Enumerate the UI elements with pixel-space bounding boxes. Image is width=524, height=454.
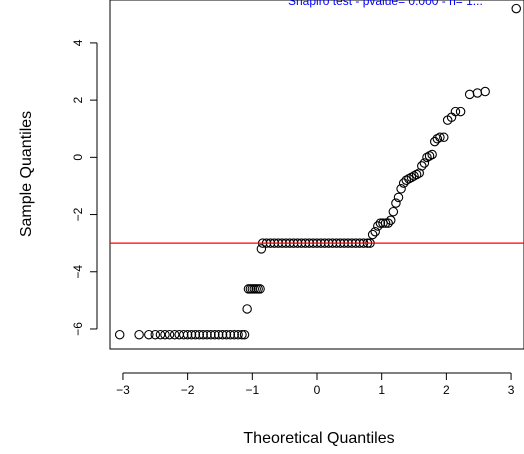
data-point (393, 192, 404, 203)
data-point (404, 174, 414, 184)
data-point (229, 329, 239, 340)
y-tick-label: −4 (71, 265, 85, 279)
data-point (182, 329, 193, 340)
data-point (383, 218, 393, 228)
data-point (256, 244, 267, 254)
data-point (439, 132, 449, 143)
data-point (233, 329, 243, 340)
data-point (213, 329, 224, 340)
data-point (144, 329, 154, 340)
x-tick-label: −1 (245, 383, 259, 397)
data-point (190, 329, 201, 340)
y-tick-label: 0 (71, 154, 85, 161)
x-tick-label: 2 (443, 383, 450, 397)
data-point (164, 329, 175, 340)
data-point (427, 149, 437, 160)
data-point (422, 152, 432, 163)
data-point (178, 329, 189, 340)
data-point (388, 206, 399, 217)
data-point (206, 329, 216, 340)
data-point (255, 284, 265, 294)
data-point (411, 169, 422, 180)
data-point (169, 329, 180, 340)
plot-frame (109, 0, 524, 350)
data-point (237, 329, 247, 340)
data-point (391, 198, 401, 208)
data-point (480, 86, 490, 97)
data-point (409, 171, 419, 181)
data-point (370, 226, 380, 237)
data-point (417, 161, 427, 171)
x-tick-label: 3 (508, 383, 515, 397)
data-point (239, 329, 250, 340)
data-point (401, 175, 412, 185)
x-tick-label: −2 (181, 383, 195, 397)
x-axis-title: Theoretical Quantiles (243, 430, 394, 447)
x-tick-label: 0 (314, 383, 321, 397)
data-point (367, 229, 378, 240)
data-point (385, 215, 396, 226)
y-tick-label: 2 (71, 96, 85, 103)
data-point (134, 329, 144, 340)
data-points (114, 3, 521, 340)
data-point (511, 3, 521, 14)
axes: −3 −2 −1 0 1 2 3 −6 −4 −2 0 2 4 (71, 0, 524, 397)
data-point (432, 133, 443, 144)
data-point (150, 329, 161, 340)
x-tick-label: −3 (116, 383, 130, 397)
y-axis-title: Sample Quantiles (18, 111, 35, 237)
data-point (455, 106, 466, 117)
data-point (217, 329, 228, 340)
data-point (450, 106, 461, 117)
data-point (396, 184, 406, 194)
y-tick-label: −2 (71, 207, 85, 221)
y-tick-label: −6 (71, 322, 85, 336)
data-point (242, 304, 252, 314)
data-point (406, 172, 417, 183)
data-point (221, 329, 232, 340)
data-point (114, 329, 125, 340)
test-annotation: Shapiro test - pvalue= 0.000 - n= 1... (288, 0, 483, 8)
data-point (155, 329, 166, 340)
data-point (375, 218, 386, 228)
data-point (194, 329, 205, 340)
data-point (380, 218, 391, 228)
data-point (464, 89, 475, 100)
data-point (202, 329, 212, 340)
data-point (472, 88, 483, 98)
data-point (198, 329, 208, 340)
data-point (225, 329, 236, 340)
data-point (435, 132, 445, 143)
data-point (160, 329, 170, 340)
data-point (419, 158, 430, 168)
x-tick-label: 1 (378, 383, 385, 397)
data-point (210, 329, 220, 340)
data-point (186, 329, 197, 340)
data-point (424, 151, 435, 161)
y-tick-label: 4 (71, 39, 85, 46)
